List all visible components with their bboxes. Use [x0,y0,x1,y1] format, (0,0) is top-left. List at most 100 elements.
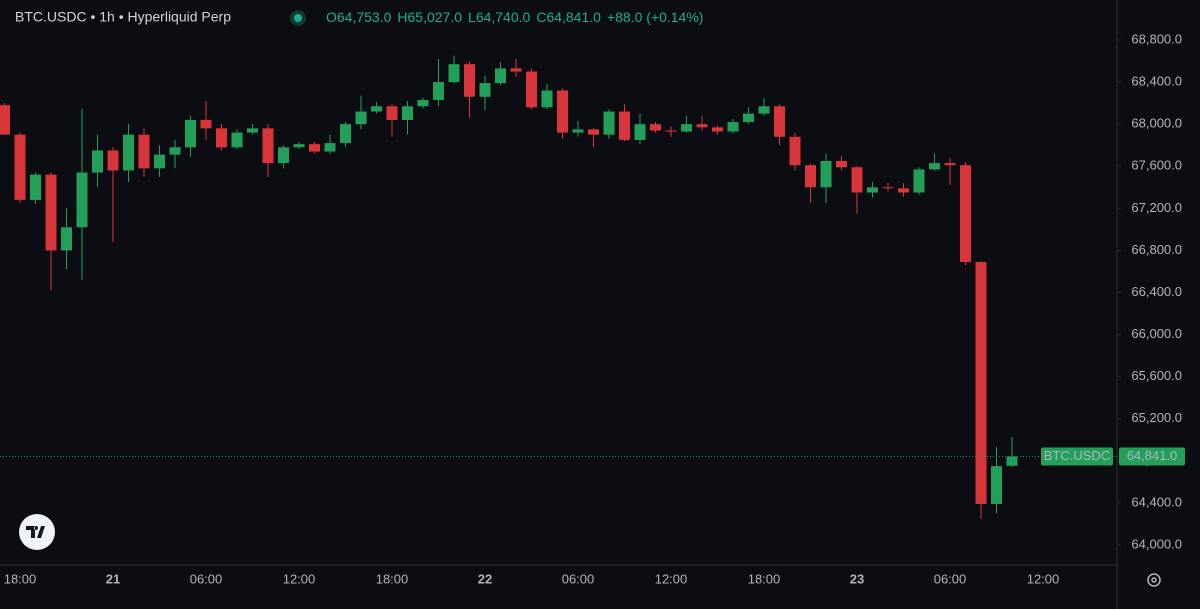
candle-body [805,165,816,188]
candle-body [479,83,491,97]
y-tick-label: 67,200.0 [1131,200,1182,215]
candle-body [76,172,88,228]
candle-body [231,132,243,148]
legend-change: +88.0 (+0.14%) [607,9,704,25]
candle-body [929,163,940,170]
legend-value: 64,753.0 [337,9,392,25]
candle-body [402,106,413,120]
price-tag: 64,841.0 [1127,448,1178,463]
candle-body [944,163,956,166]
candle-body [712,127,723,132]
candle-body [216,128,227,148]
candle-body [495,68,506,84]
y-tick-label: 64,400.0 [1131,494,1182,509]
logo-badge [19,514,55,550]
x-tick-label: 22 [478,571,492,586]
y-tick-label: 68,800.0 [1131,31,1182,46]
legend-value: 64,841.0 [546,9,601,25]
x-tick-label: 06:00 [190,571,223,586]
candle-body [634,124,646,140]
candle-body [603,111,615,135]
legend-key: H [397,9,407,25]
candle-body [572,129,584,133]
candle-body [774,106,785,137]
candle-body [45,174,57,251]
y-tick-label: 68,400.0 [1131,74,1182,89]
candle-body [169,147,181,155]
candle-body [154,154,165,169]
candle-body [681,124,692,132]
logo-glyph [26,526,45,538]
candle-body [293,144,305,148]
candle-body [913,169,925,193]
x-tick-label: 21 [106,571,120,586]
settings-icon[interactable] [1147,573,1161,587]
candle-body [200,119,212,129]
y-tick-label: 66,000.0 [1131,326,1182,341]
candle-body [960,165,971,262]
candle-body [278,147,289,164]
candle-body [355,111,367,125]
candle-body [588,129,599,135]
symbol-tag: BTC.USDC [1044,448,1110,463]
candle-body [619,111,630,140]
x-tick-label: 12:00 [1027,571,1060,586]
candle-body [820,160,832,188]
symbol-tag-bg [1041,447,1113,466]
candle-body [185,119,196,148]
candle-body [61,227,72,251]
candle-body [882,187,894,189]
legend-value: 65,027.0 [408,9,463,25]
y-tick-label: 66,800.0 [1131,242,1182,257]
candle-body [758,106,770,114]
y-tick-label: 65,600.0 [1131,368,1182,383]
candle-body [743,113,754,123]
candle-body [1006,456,1018,466]
y-tick-label: 66,400.0 [1131,284,1182,299]
candle-body [665,130,677,132]
candle-body [138,134,150,169]
candle-body [340,124,351,144]
x-tick-label: 12:00 [655,571,688,586]
x-tick-label: 23 [850,571,864,586]
gear-ring[interactable] [1147,573,1161,587]
candle-body [727,122,739,132]
x-tick-label: 18:00 [376,571,409,586]
candle-body [448,64,460,83]
candle-body [541,90,553,108]
x-tick-label: 06:00 [562,571,595,586]
y-tick-label: 67,600.0 [1131,158,1182,173]
x-tick-label: 18:00 [4,571,37,586]
candle-body [309,144,320,152]
candle-body [324,143,336,152]
ohlc-legend: O64,753.0 H65,027.0 L64,740.0 C64,841.0 +88.… [326,9,703,25]
y-tick-label: 65,200.0 [1131,410,1182,425]
candle-body [557,90,568,133]
candle-body [386,106,398,120]
candle-body [417,99,429,107]
candle-body [991,466,1002,504]
status-dot [294,14,302,22]
candle-body [92,150,103,173]
candle-body [510,68,522,72]
candle-body [123,134,134,171]
candle-body [526,71,537,108]
y-tick-label: 64,000.0 [1131,536,1182,551]
x-tick-label: 12:00 [283,571,316,586]
legend-key: O [326,9,337,25]
candle-body [30,174,41,200]
legend-key: C [536,9,546,25]
candle-body [14,134,26,200]
candle-body [836,160,847,168]
candle-body [247,128,258,133]
legend-value: 64,740.0 [476,9,531,25]
logo [19,514,55,550]
chart-title: BTC.USDC • 1h • Hyperliquid Perp [15,9,231,25]
candle-body [789,136,801,166]
gear-hub[interactable] [1151,577,1157,583]
candle-body [262,128,274,164]
candle-body [650,124,661,131]
x-tick-label: 06:00 [934,571,967,586]
candle-body [851,167,863,193]
